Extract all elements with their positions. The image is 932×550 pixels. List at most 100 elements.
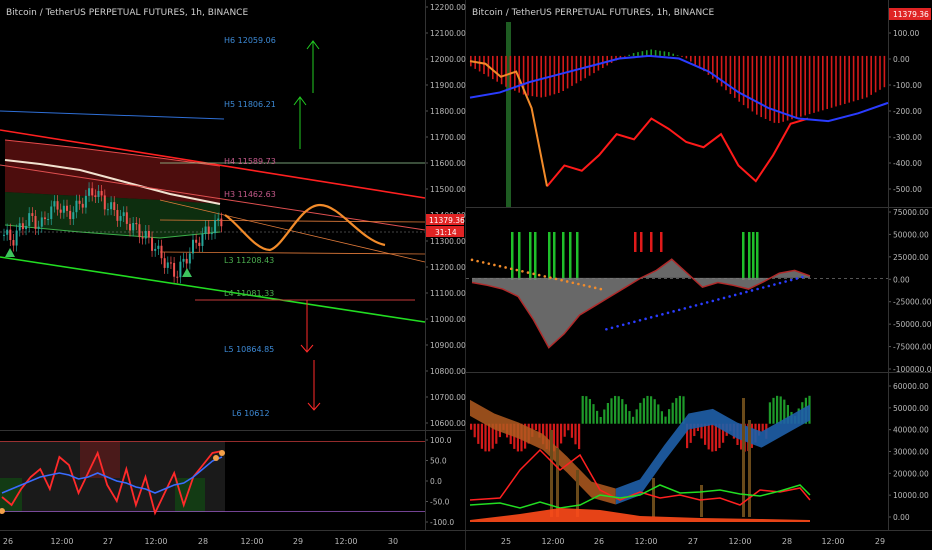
histogram-bar <box>642 398 645 424</box>
level-label-h5: H5 11806.21 <box>224 100 276 109</box>
signal-bar <box>518 232 521 280</box>
right-top-pane[interactable] <box>469 22 889 207</box>
candle-body <box>84 195 87 208</box>
osc-tick-label: 0.0 <box>430 477 442 486</box>
mid-signal-bars <box>511 232 759 280</box>
osc-tick-label: -100.0 <box>430 518 454 527</box>
highlight-column <box>506 22 511 207</box>
level-label-h6: H6 12059.06 <box>224 36 276 45</box>
histogram-bar <box>518 55 520 93</box>
histogram-bar <box>542 423 545 445</box>
histogram-bar <box>578 423 581 450</box>
histogram-bar <box>764 55 767 119</box>
time-tick-label: 26 <box>594 537 604 546</box>
signal-bar <box>511 232 514 280</box>
left-price-chart[interactable] <box>0 40 426 411</box>
histogram-bar <box>544 55 547 97</box>
mid-tick-label: -100000.00 <box>893 365 932 374</box>
histogram-bar <box>668 52 670 56</box>
dot-marker <box>689 305 692 309</box>
histogram-bar <box>596 410 599 424</box>
right-top-axis: 100.00 0.00 -100.00 -200.00 -300.00 -400.00 -5… <box>889 29 922 194</box>
candle-body <box>72 212 75 220</box>
dot-marker <box>498 264 502 268</box>
left-oscillator-pane[interactable] <box>0 441 425 516</box>
projection-path <box>224 203 386 252</box>
osc-green-zone <box>0 478 22 512</box>
time-tick-label: 12:00 <box>634 537 657 546</box>
histogram-bar <box>718 423 721 449</box>
osc-green-zone <box>175 478 205 512</box>
candle-body <box>217 218 220 221</box>
right-mid-pane[interactable] <box>466 232 888 349</box>
histogram-bar <box>646 50 648 56</box>
level-label-l5: L5 10864.85 <box>224 345 274 354</box>
histogram-bar <box>672 53 674 56</box>
volume-bar <box>748 420 751 517</box>
mid-tick-label: 25000.00 <box>893 253 929 262</box>
histogram-bar <box>716 55 718 83</box>
bottom-tick-label: 0.00 <box>893 513 910 522</box>
volume-bar <box>700 485 703 517</box>
buy-signal-icon <box>182 268 192 277</box>
bottom-green-line <box>469 484 811 509</box>
dot-marker <box>683 307 687 310</box>
histogram-bar <box>689 423 692 443</box>
time-tick-label: 12:00 <box>144 537 167 546</box>
candle-body <box>122 212 125 217</box>
dot-marker <box>481 261 485 264</box>
histogram-bar <box>704 423 707 445</box>
dot-marker <box>767 284 771 288</box>
dot-marker <box>750 289 754 292</box>
pivot-level-labels: H6 12059.06 H5 11806.21 H4 11589.73 H3 1… <box>224 36 276 418</box>
candle-body <box>62 205 65 213</box>
right-bottom-pane[interactable] <box>469 395 811 522</box>
time-tick-label: 12:00 <box>728 537 751 546</box>
histogram-bar <box>879 55 881 90</box>
candle-body <box>188 253 191 264</box>
bottom-base-area <box>470 508 810 522</box>
mid-tick-label: -50000.00 <box>893 320 932 329</box>
osc-dot <box>219 450 225 456</box>
dot-marker <box>521 269 524 273</box>
histogram-bar <box>563 423 566 437</box>
histogram-bar <box>536 55 538 97</box>
signal-bar <box>569 232 572 280</box>
histogram-bar <box>663 51 666 56</box>
dot-marker <box>661 313 664 316</box>
histogram-bar <box>782 55 784 122</box>
price-tick-label: 12100.00 <box>430 29 466 38</box>
candle-body <box>182 258 185 262</box>
candle-body <box>50 206 53 220</box>
histogram-bar <box>772 397 775 424</box>
histogram-bar <box>738 55 740 102</box>
bottom-tick-label: 40000.00 <box>893 426 929 435</box>
candle-body <box>163 258 166 268</box>
histogram-bar <box>540 55 542 98</box>
histogram-bar <box>874 55 877 93</box>
candle-body <box>116 210 119 221</box>
histogram-bar <box>758 423 761 436</box>
histogram-bar <box>813 55 815 113</box>
histogram-bar <box>574 423 577 445</box>
histogram-bar <box>480 423 483 449</box>
price-badge-text: 11379.36 <box>429 216 465 225</box>
bottom-tick-label: 10000.00 <box>893 491 929 500</box>
histogram-bar <box>592 404 595 424</box>
signal-bar <box>553 232 556 280</box>
histogram-bar <box>639 402 642 424</box>
candle-body <box>12 240 15 246</box>
bottom-volume <box>550 398 751 517</box>
top-tick-label: -200.00 <box>893 107 922 116</box>
histogram-bar <box>800 55 802 117</box>
volume-bar <box>742 398 745 517</box>
left-osc-axis: 100.0 50.0 0.0 -50.0 -100.0 <box>426 436 454 527</box>
candle-body <box>59 209 62 213</box>
candle-body <box>210 233 213 235</box>
candle-body <box>75 200 78 213</box>
price-tick-label: 11100.00 <box>430 289 466 298</box>
dot-marker <box>672 310 675 313</box>
price-tick-label: 11800.00 <box>430 107 466 116</box>
signal-bar <box>742 232 745 280</box>
